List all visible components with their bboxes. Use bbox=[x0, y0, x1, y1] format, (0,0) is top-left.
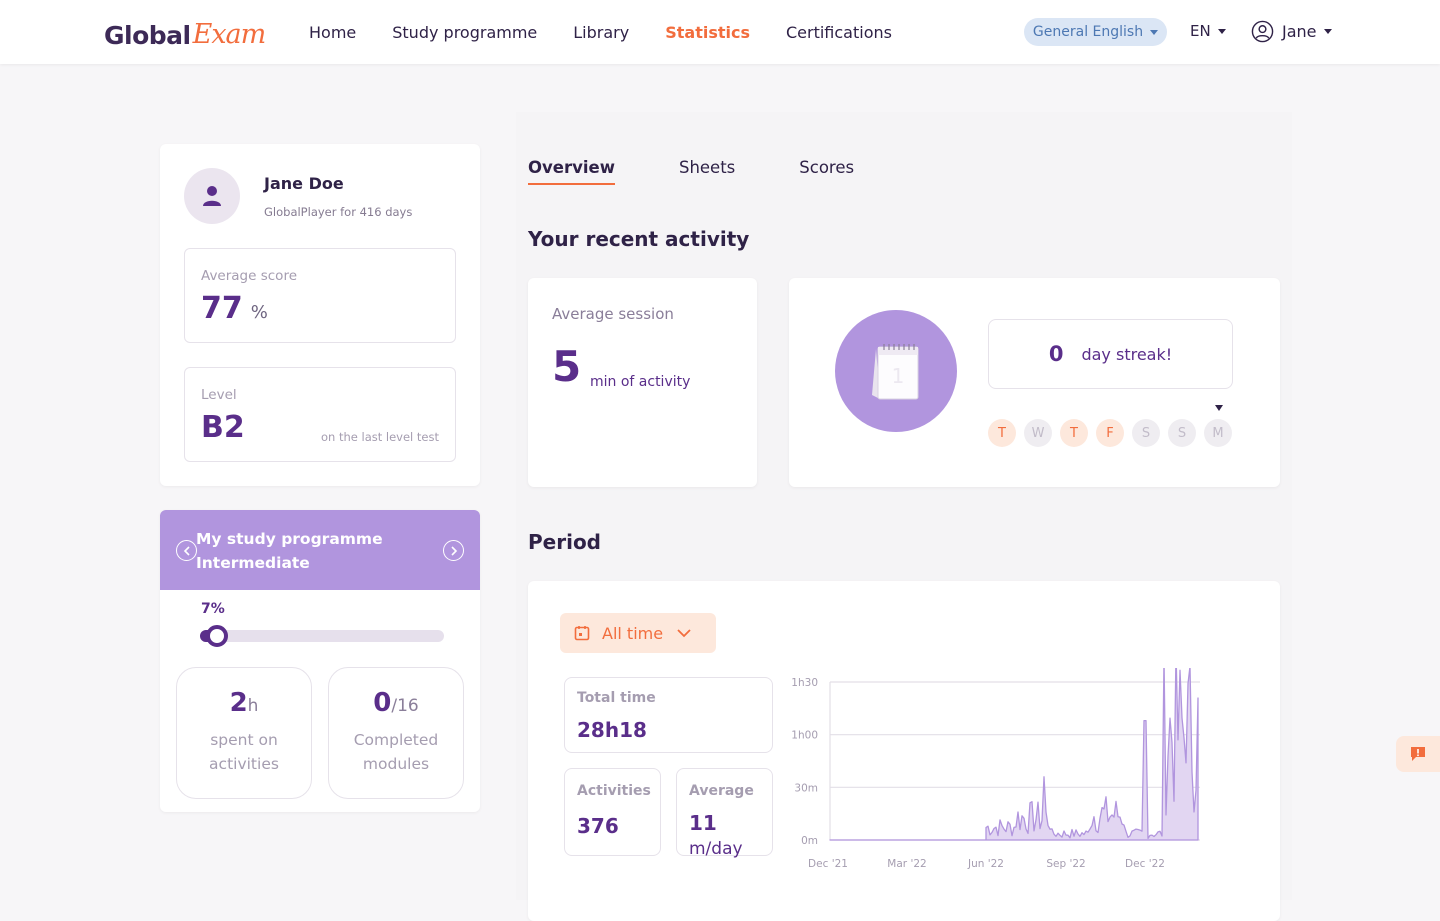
weekday-5: S bbox=[1168, 419, 1196, 447]
user-circle-icon bbox=[1251, 20, 1274, 43]
recent-activity-heading: Your recent activity bbox=[528, 227, 750, 251]
feedback-icon bbox=[1411, 747, 1425, 761]
user-menu[interactable]: Jane bbox=[1251, 20, 1332, 43]
level-value: B2 bbox=[201, 410, 245, 445]
statistics-tabs: Overview Sheets Scores bbox=[528, 158, 918, 185]
tab-scores[interactable]: Scores bbox=[799, 158, 855, 177]
period-heading: Period bbox=[528, 530, 601, 554]
activity-time-chart: 0m 30m 1h00 1h30 Dec '21 Mar '22 Jun '22 Sep '2… bbox=[791, 668, 1200, 870]
completed-modules-value: 0/16 bbox=[373, 688, 419, 718]
activities-value: 376 bbox=[577, 814, 619, 838]
tab-overview[interactable]: Overview bbox=[528, 158, 615, 185]
period-card: All time Total time 28h18 Activities 376… bbox=[528, 581, 1280, 921]
profile-name: Jane Doe bbox=[264, 174, 344, 193]
study-programme-card: My study programme Intermediate 7% 2h sp… bbox=[160, 510, 480, 812]
chart-x-tick: Dec '22 bbox=[1125, 858, 1165, 870]
chart-y-tick: 30m bbox=[794, 782, 818, 794]
calendar-day-number: 1 bbox=[892, 364, 905, 388]
next-programme-button[interactable] bbox=[443, 540, 464, 561]
chevron-left-icon bbox=[183, 545, 190, 556]
level-box: Level B2 on the last level test bbox=[184, 367, 456, 462]
globalexam-logo[interactable]: Global Exam bbox=[104, 19, 266, 50]
main-nav: Home Study programme Library Statistics … bbox=[309, 0, 928, 64]
feedback-button[interactable] bbox=[1396, 736, 1440, 772]
time-spent-value: 2h bbox=[229, 688, 259, 718]
profile-subtitle: GlobalPlayer for 416 days bbox=[264, 205, 413, 219]
chart-y-tick: 1h00 bbox=[791, 730, 818, 742]
profile-card: Jane Doe GlobalPlayer for 416 days Avera… bbox=[160, 144, 480, 486]
chart-x-tick: Dec '21 bbox=[808, 858, 848, 870]
average-score-label: Average score bbox=[201, 268, 298, 284]
chart-x-tick: Mar '22 bbox=[887, 858, 926, 870]
chart-y-tick: 0m bbox=[801, 835, 818, 847]
average-session-card: Average session 5 min of activity bbox=[528, 278, 757, 487]
streak-count: 0 bbox=[1048, 342, 1064, 366]
activities-label: Activities bbox=[577, 783, 651, 799]
calendar-illustration: 1 bbox=[835, 310, 957, 432]
study-programme-title: My study programme Intermediate bbox=[196, 530, 383, 572]
chevron-down-icon bbox=[677, 628, 691, 637]
course-selector-label: General English bbox=[1032, 24, 1144, 40]
caret-down-icon bbox=[1150, 29, 1159, 35]
level-note: on the last level test bbox=[321, 430, 439, 444]
average-session-unit: min of activity bbox=[590, 374, 691, 390]
top-header: Global Exam Home Study programme Library … bbox=[0, 0, 1440, 64]
average-label: Average bbox=[689, 783, 754, 799]
progress-bar bbox=[200, 625, 444, 647]
user-icon bbox=[203, 186, 221, 206]
nav-library[interactable]: Library bbox=[573, 22, 630, 42]
nav-home[interactable]: Home bbox=[309, 22, 357, 42]
streak-box: 0 day streak! bbox=[988, 319, 1233, 389]
average-box: Average 11 m/day bbox=[676, 768, 773, 859]
average-score-box: Average score 77% bbox=[184, 248, 456, 343]
calendar-icon: 1 bbox=[872, 344, 919, 400]
caret-down-icon bbox=[1323, 29, 1332, 34]
chevron-right-icon bbox=[450, 545, 457, 556]
chart-area-series bbox=[829, 668, 1199, 841]
average-session-value: 5 bbox=[552, 342, 582, 391]
avatar bbox=[184, 168, 240, 224]
weekday-2: T bbox=[1060, 419, 1088, 447]
streak-label: day streak! bbox=[1081, 344, 1173, 364]
average-score-value: 77% bbox=[201, 291, 268, 326]
average-session-label: Average session bbox=[552, 305, 674, 323]
current-day-marker-icon bbox=[1215, 405, 1223, 411]
weekday-3: F bbox=[1096, 419, 1124, 447]
progress-knob bbox=[206, 625, 228, 647]
course-selector[interactable]: General English bbox=[1024, 18, 1167, 46]
completed-modules-label: Completed modules bbox=[353, 731, 439, 773]
chart-x-tick: Jun '22 bbox=[967, 858, 1004, 870]
nav-statistics[interactable]: Statistics bbox=[665, 22, 750, 42]
study-programme-header: My study programme Intermediate bbox=[160, 510, 480, 590]
period-dropdown-label: All time bbox=[602, 623, 664, 643]
progress-percent: 7% bbox=[201, 601, 225, 617]
weekday-4: S bbox=[1132, 419, 1160, 447]
weekday-0: T bbox=[988, 419, 1016, 447]
chart-y-tick: 1h30 bbox=[791, 677, 818, 689]
level-label: Level bbox=[201, 387, 237, 403]
calendar-icon bbox=[574, 626, 590, 641]
prev-programme-button[interactable] bbox=[176, 540, 197, 561]
completed-modules-box: 0/16 Completed modules bbox=[328, 667, 464, 799]
time-spent-box: 2h spent on activities bbox=[176, 667, 312, 799]
language-selector[interactable]: EN bbox=[1190, 22, 1226, 40]
caret-down-icon bbox=[1217, 28, 1226, 34]
average-value: 11 m/day bbox=[689, 811, 743, 859]
chart-x-tick: Sep '22 bbox=[1046, 858, 1085, 870]
weekday-6: M bbox=[1204, 419, 1232, 447]
nav-certifications[interactable]: Certifications bbox=[785, 22, 892, 42]
language-label: EN bbox=[1190, 22, 1211, 40]
user-name: Jane bbox=[1282, 22, 1317, 41]
nav-study-programme[interactable]: Study programme bbox=[392, 22, 538, 42]
time-spent-label: spent on activities bbox=[209, 731, 279, 773]
tab-sheets[interactable]: Sheets bbox=[678, 158, 736, 177]
total-time-value: 28h18 bbox=[577, 718, 647, 742]
total-time-box: Total time 28h18 bbox=[564, 677, 773, 753]
total-time-label: Total time bbox=[577, 690, 656, 706]
period-dropdown[interactable]: All time bbox=[560, 613, 716, 653]
weekday-1: W bbox=[1024, 419, 1052, 447]
activities-box: Activities 376 bbox=[564, 768, 661, 856]
